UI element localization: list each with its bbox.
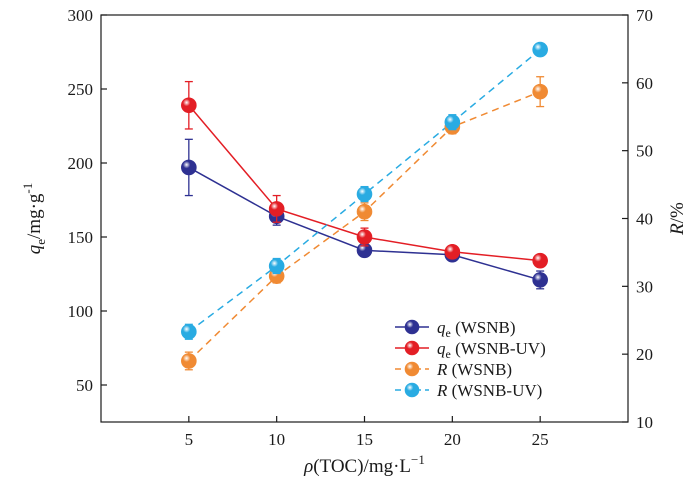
y-right-tick-label: 70	[636, 6, 653, 25]
data-point	[532, 41, 548, 58]
x-tick-label: 25	[532, 430, 549, 449]
y-left-axis-title-group: qe/mg·g-1	[20, 183, 48, 255]
series-line	[188, 166, 541, 281]
x-axis-title: ρ(TOC)/mg·L−1	[303, 452, 425, 477]
series-line	[188, 49, 541, 333]
legend-label: qe (WSNB-UV)	[437, 339, 546, 361]
data-point	[444, 244, 461, 260]
legend-marker	[404, 340, 420, 356]
series-line-group	[188, 166, 541, 281]
x-tick-label: 15	[356, 430, 373, 449]
series-layer	[181, 41, 548, 371]
axes: 5 10 15 20 25 50 100 150 200 250 300 10 20 30 40 50 60 70	[68, 6, 654, 449]
data-point	[356, 229, 373, 245]
legend-marker	[404, 319, 420, 335]
data-point	[181, 323, 197, 340]
data-point	[532, 272, 548, 288]
y-right-axis-title-group: R/%	[667, 202, 688, 236]
y-left-tick-label: 50	[76, 376, 93, 395]
data-point	[181, 159, 197, 176]
x-tick-label: 20	[444, 430, 461, 449]
data-point	[181, 353, 197, 369]
data-point	[532, 83, 548, 100]
axis-titles: ρ(TOC)/mg·L−1 qe/mg·g-1 R/%	[20, 183, 688, 477]
series-line-group	[188, 49, 541, 333]
y-left-tick-label: 150	[68, 228, 94, 247]
legend-label: qe (WSNB)	[437, 318, 516, 340]
y-left-tick-label: 100	[68, 302, 94, 321]
data-point	[444, 114, 461, 130]
y-left-tick-label: 250	[68, 80, 94, 99]
data-point	[268, 258, 285, 274]
series-markers	[181, 41, 548, 340]
data-point	[268, 201, 285, 217]
x-tick-label: 5	[185, 430, 194, 449]
y-right-tick-label: 20	[636, 345, 653, 364]
legend: qe (WSNB)qe (WSNB-UV)R (WSNB) R (WSNB-UV)	[395, 318, 546, 400]
y-right-tick-label: 40	[636, 210, 653, 229]
y-right-axis-title: R/%	[667, 202, 688, 236]
series-markers	[181, 80, 548, 269]
data-point	[356, 186, 373, 202]
legend-marker	[404, 382, 420, 398]
data-point	[181, 97, 197, 114]
y-left-tick-label: 200	[68, 154, 94, 173]
legend-label: R (WSNB-UV)	[436, 381, 542, 400]
y-left-axis-title: qe/mg·g-1	[20, 183, 48, 255]
y-right-tick-label: 60	[636, 74, 653, 93]
legend-label: R (WSNB)	[436, 360, 512, 379]
data-point	[356, 203, 373, 220]
legend-marker	[404, 361, 420, 377]
y-right-tick-label: 10	[636, 413, 653, 432]
y-right-tick-label: 30	[636, 277, 653, 296]
data-point	[532, 252, 548, 269]
y-right-tick-label: 50	[636, 142, 653, 161]
x-tick-label: 10	[268, 430, 285, 449]
y-left-tick-label: 300	[68, 6, 94, 25]
